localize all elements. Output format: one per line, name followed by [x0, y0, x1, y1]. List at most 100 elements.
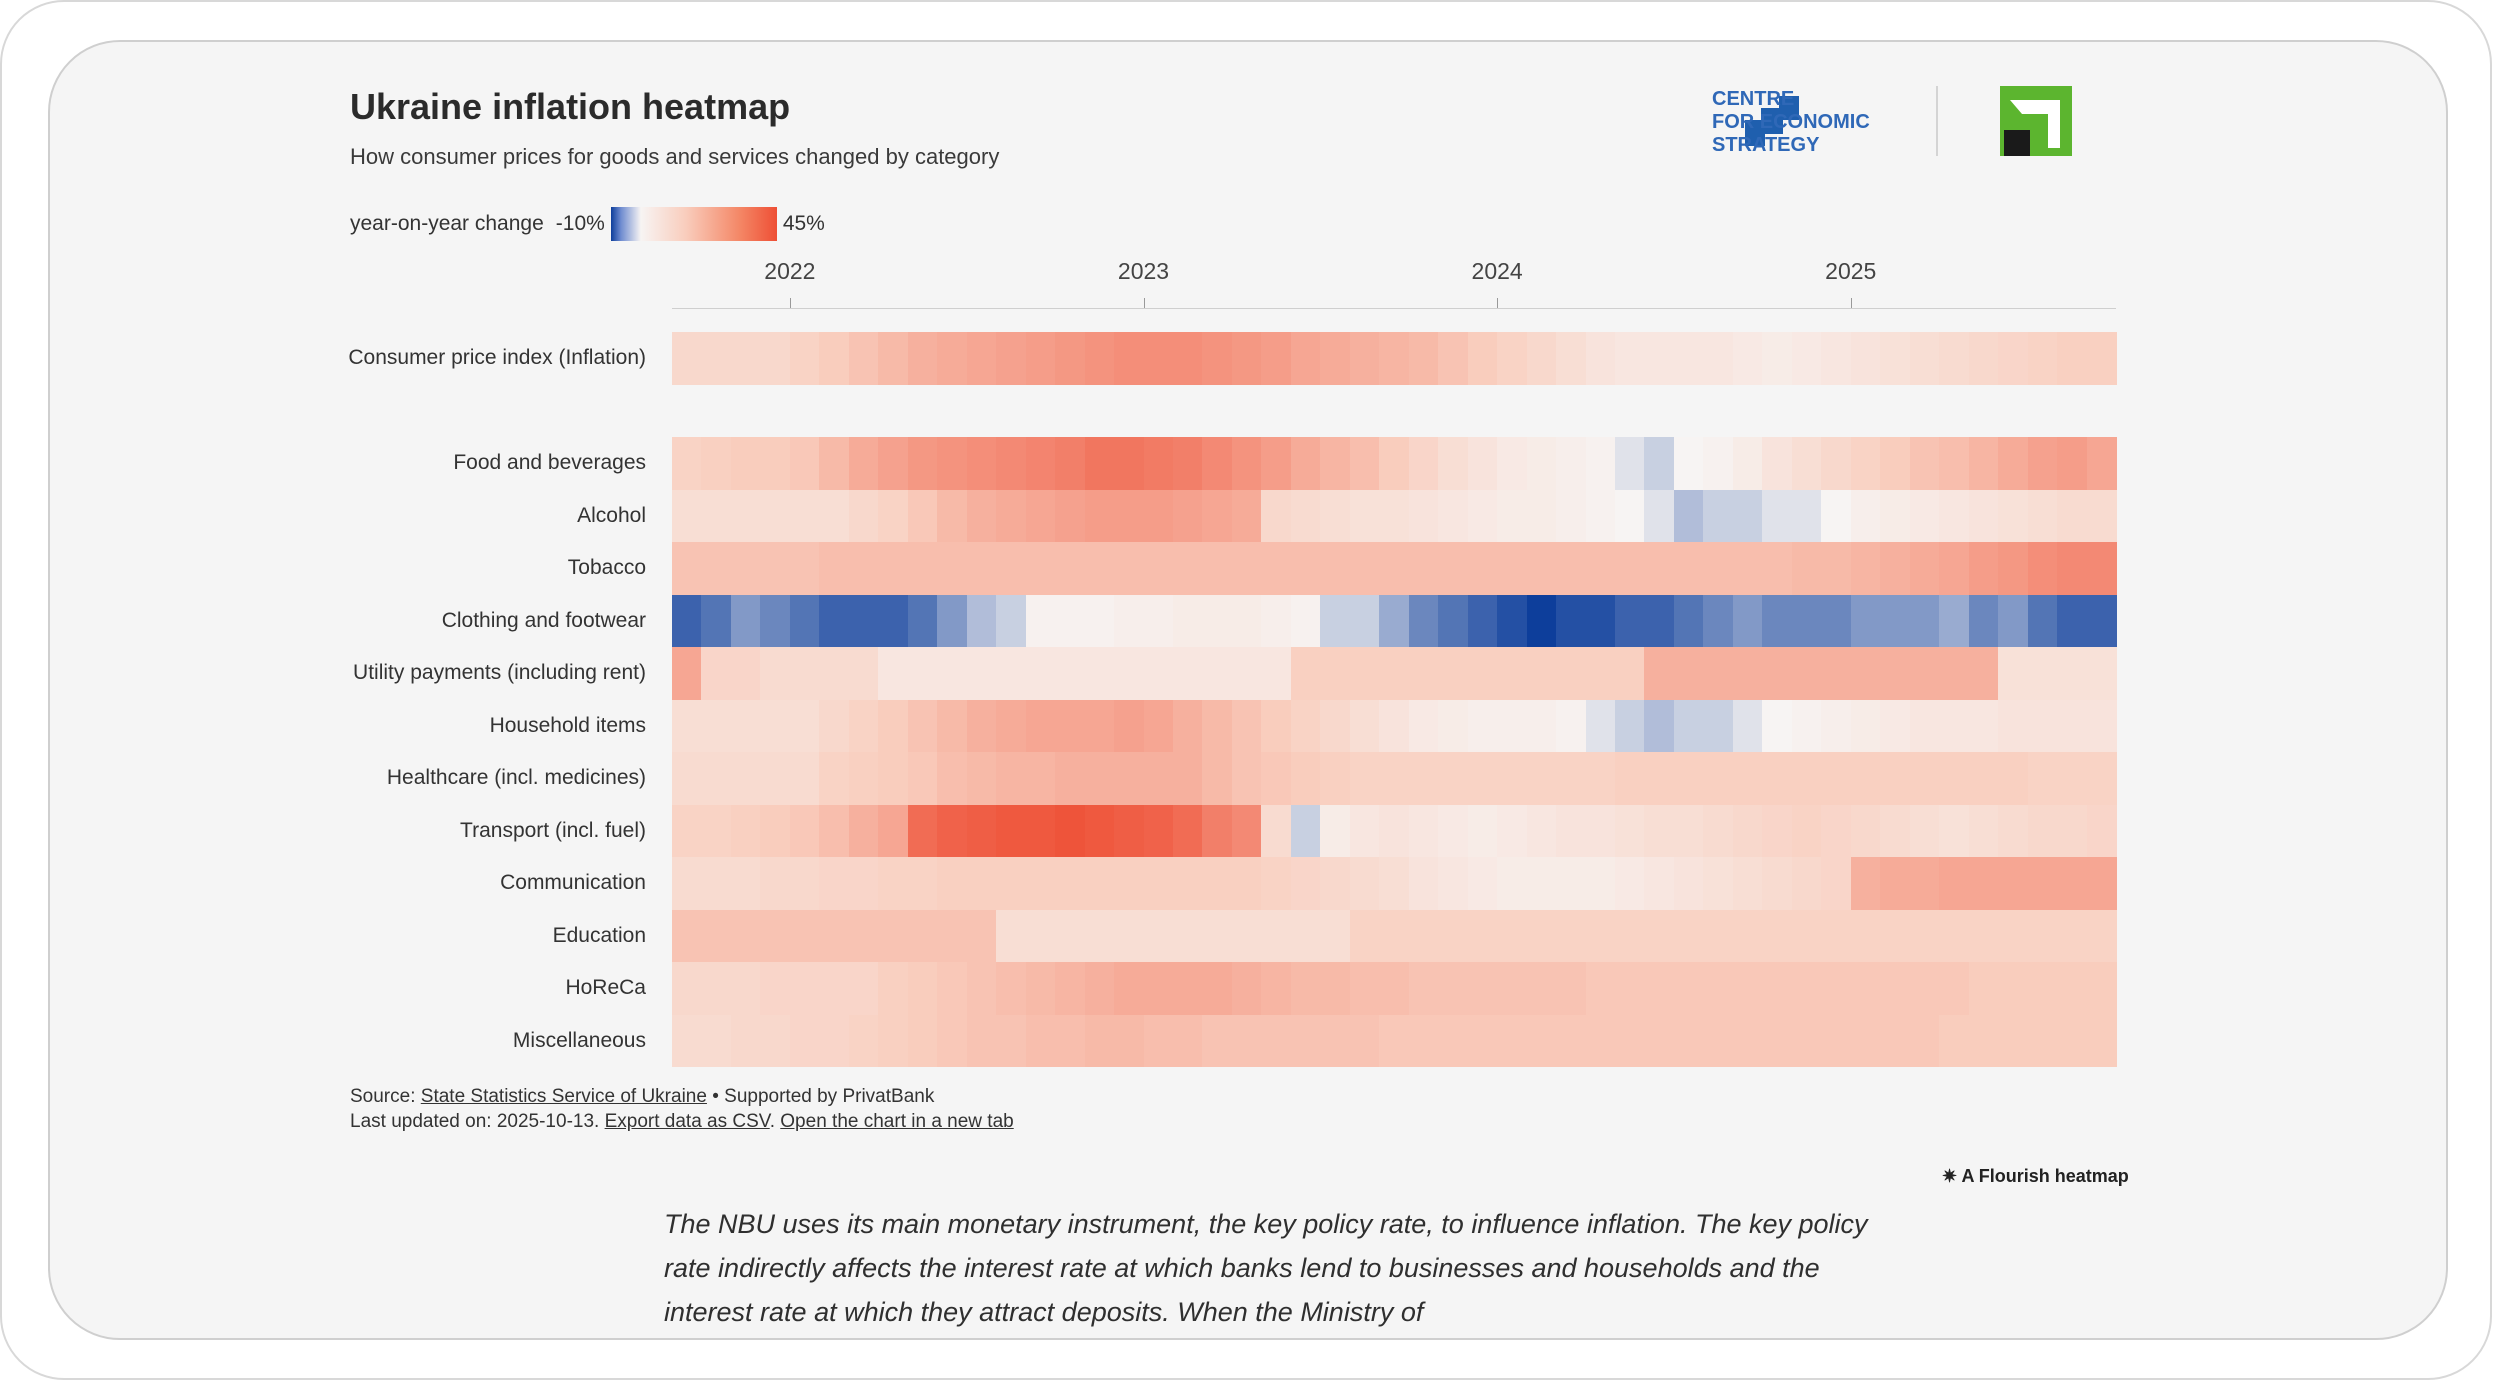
heatmap-cell[interactable] — [1762, 437, 1793, 490]
heatmap-cell[interactable] — [1644, 332, 1675, 385]
heatmap-cell[interactable] — [1968, 857, 1999, 910]
heatmap-cell[interactable] — [1732, 332, 1763, 385]
heatmap-cell[interactable] — [1143, 699, 1174, 752]
heatmap-cell[interactable] — [760, 647, 791, 700]
heatmap-cell[interactable] — [2086, 804, 2117, 857]
heatmap-cell[interactable] — [1615, 962, 1646, 1015]
heatmap-cell[interactable] — [907, 647, 938, 700]
heatmap-cell[interactable] — [1084, 804, 1115, 857]
heatmap-cell[interactable] — [1998, 752, 2029, 805]
heatmap-cell[interactable] — [1585, 1014, 1616, 1067]
heatmap-cell[interactable] — [701, 1014, 732, 1067]
heatmap-cell[interactable] — [1467, 962, 1498, 1015]
heatmap-cell[interactable] — [1114, 752, 1145, 805]
heatmap-cell[interactable] — [1556, 594, 1587, 647]
heatmap-cell[interactable] — [1025, 594, 1056, 647]
heatmap-cell[interactable] — [819, 752, 850, 805]
heatmap-cell[interactable] — [937, 909, 968, 962]
heatmap-cell[interactable] — [1732, 437, 1763, 490]
heatmap-cell[interactable] — [1379, 1014, 1410, 1067]
heatmap-cell[interactable] — [1526, 489, 1557, 542]
heatmap-cell[interactable] — [1290, 752, 1321, 805]
heatmap-cell[interactable] — [1202, 909, 1233, 962]
heatmap-cell[interactable] — [1880, 699, 1911, 752]
heatmap-cell[interactable] — [1585, 752, 1616, 805]
heatmap-cell[interactable] — [760, 857, 791, 910]
heatmap-cell[interactable] — [1055, 909, 1086, 962]
heatmap-cell[interactable] — [996, 804, 1027, 857]
heatmap-cell[interactable] — [1467, 804, 1498, 857]
heatmap-cell[interactable] — [1497, 489, 1528, 542]
heatmap-cell[interactable] — [789, 857, 820, 910]
heatmap-cell[interactable] — [1261, 857, 1292, 910]
heatmap-cell[interactable] — [1526, 804, 1557, 857]
heatmap-cell[interactable] — [1939, 804, 1970, 857]
heatmap-cell[interactable] — [1290, 489, 1321, 542]
heatmap-cell[interactable] — [966, 699, 997, 752]
heatmap-cell[interactable] — [848, 909, 879, 962]
heatmap-cell[interactable] — [789, 962, 820, 1015]
heatmap-cell[interactable] — [1673, 752, 1705, 805]
heatmap-cell[interactable] — [1998, 909, 2029, 962]
heatmap-cell[interactable] — [1231, 594, 1262, 647]
heatmap-cell[interactable] — [1732, 1014, 1763, 1067]
heatmap-cell[interactable] — [1172, 1014, 1204, 1067]
heatmap-cell[interactable] — [1526, 594, 1557, 647]
heatmap-cell[interactable] — [1556, 752, 1587, 805]
heatmap-cell[interactable] — [1055, 332, 1086, 385]
heatmap-cell[interactable] — [1673, 699, 1705, 752]
heatmap-cell[interactable] — [1290, 332, 1321, 385]
heatmap-cell[interactable] — [1998, 647, 2029, 700]
heatmap-cell[interactable] — [1467, 647, 1498, 700]
heatmap-cell[interactable] — [1703, 857, 1734, 910]
heatmap-cell[interactable] — [1025, 437, 1056, 490]
heatmap-cell[interactable] — [1025, 699, 1056, 752]
heatmap-cell[interactable] — [1968, 594, 1999, 647]
heatmap-cell[interactable] — [789, 699, 820, 752]
heatmap-cell[interactable] — [1114, 909, 1145, 962]
heatmap-cell[interactable] — [1998, 594, 2029, 647]
heatmap-cell[interactable] — [1438, 752, 1469, 805]
heatmap-cell[interactable] — [1114, 1014, 1145, 1067]
heatmap-cell[interactable] — [1231, 489, 1262, 542]
heatmap-cell[interactable] — [789, 542, 820, 595]
heatmap-cell[interactable] — [848, 962, 879, 1015]
heatmap-cell[interactable] — [1320, 857, 1351, 910]
heatmap-cell[interactable] — [1673, 594, 1705, 647]
heatmap-cell[interactable] — [1172, 594, 1204, 647]
heatmap-cell[interactable] — [1644, 909, 1675, 962]
heatmap-cell[interactable] — [1556, 699, 1587, 752]
heatmap-cell[interactable] — [996, 437, 1027, 490]
heatmap-cell[interactable] — [1231, 962, 1262, 1015]
heatmap-cell[interactable] — [1320, 542, 1351, 595]
heatmap-cell[interactable] — [2057, 752, 2088, 805]
heatmap-cell[interactable] — [1143, 857, 1174, 910]
heatmap-cell[interactable] — [1497, 594, 1528, 647]
heatmap-cell[interactable] — [1320, 647, 1351, 700]
heatmap-cell[interactable] — [966, 647, 997, 700]
heatmap-cell[interactable] — [907, 437, 938, 490]
heatmap-cell[interactable] — [1909, 1014, 1940, 1067]
heatmap-cell[interactable] — [1467, 542, 1498, 595]
heatmap-cell[interactable] — [701, 437, 732, 490]
heatmap-cell[interactable] — [1732, 489, 1763, 542]
heatmap-cell[interactable] — [819, 699, 850, 752]
heatmap-cell[interactable] — [819, 489, 850, 542]
heatmap-cell[interactable] — [1408, 962, 1439, 1015]
heatmap-cell[interactable] — [789, 332, 820, 385]
heatmap-cell[interactable] — [1467, 489, 1498, 542]
heatmap-cell[interactable] — [1585, 909, 1616, 962]
heatmap-cell[interactable] — [1084, 332, 1115, 385]
heatmap-cell[interactable] — [1762, 594, 1793, 647]
heatmap-cell[interactable] — [1998, 962, 2029, 1015]
heatmap-cell[interactable] — [672, 1014, 703, 1067]
heatmap-cell[interactable] — [1290, 542, 1321, 595]
heatmap-cell[interactable] — [1438, 489, 1469, 542]
heatmap-cell[interactable] — [1408, 909, 1439, 962]
heatmap-cell[interactable] — [996, 542, 1027, 595]
heatmap-cell[interactable] — [2086, 1014, 2117, 1067]
heatmap-cell[interactable] — [1644, 437, 1675, 490]
heatmap-cell[interactable] — [1615, 489, 1646, 542]
heatmap-cell[interactable] — [848, 489, 879, 542]
heatmap-cell[interactable] — [1202, 752, 1233, 805]
